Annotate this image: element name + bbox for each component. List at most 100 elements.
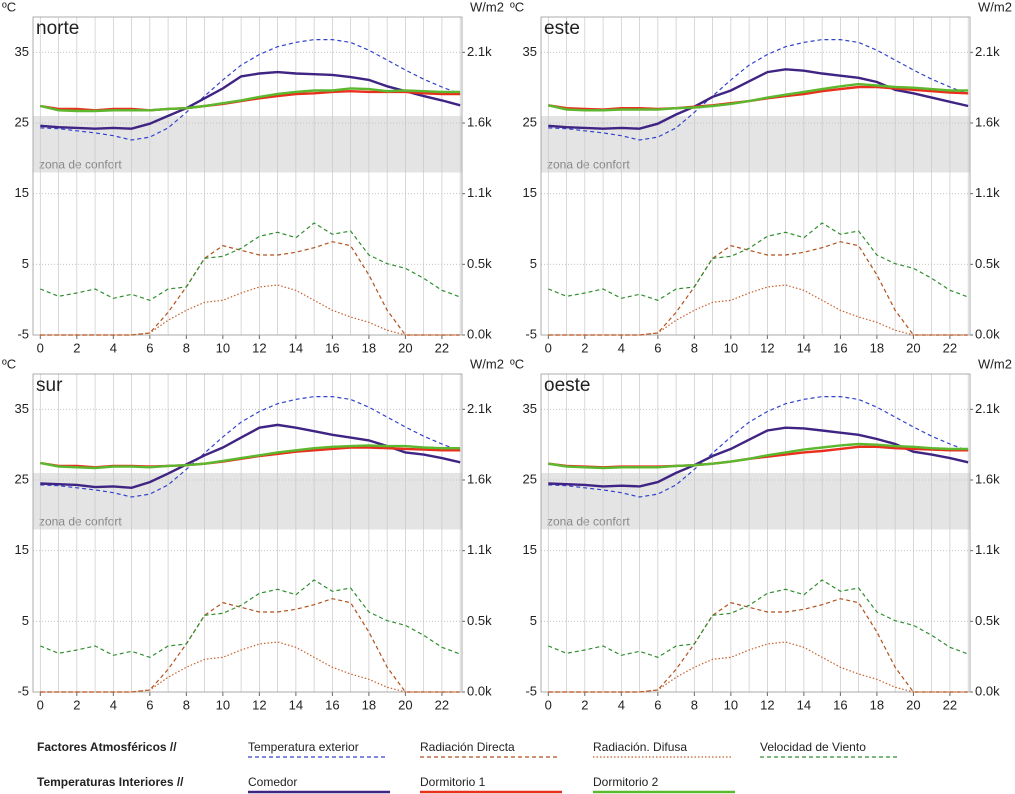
- x-tick-label: 2: [73, 340, 80, 355]
- series-line: [548, 442, 969, 470]
- x-tick-label: 10: [216, 697, 230, 712]
- chart-title: sur: [36, 375, 63, 396]
- series-line: [40, 284, 461, 336]
- y-tick-label: 35: [523, 44, 537, 59]
- x-tick-label: 12: [760, 697, 774, 712]
- x-tick-label: 12: [252, 697, 266, 712]
- x-tick-label: 4: [110, 340, 117, 355]
- y2-tick-label: 1.6k: [467, 114, 492, 129]
- x-tick-label: 8: [183, 697, 190, 712]
- legend-group-title: Factores Atmosféricos //: [37, 740, 177, 754]
- y-tick-label: 35: [15, 44, 29, 59]
- plot-frame: [32, 16, 463, 336]
- y2-tick-label: 0.0k: [975, 326, 1000, 341]
- legend-label: Temperatura exterior: [248, 740, 359, 754]
- y-axis-label: ºC: [510, 356, 524, 371]
- legend-group-title: Temperaturas Interiores //: [37, 775, 184, 789]
- legend-label: Comedor: [248, 775, 297, 789]
- y-tick-label: 5: [22, 613, 29, 628]
- x-tick-label: 6: [146, 340, 153, 355]
- y-tick-label: 25: [523, 114, 537, 129]
- chart-title: este: [544, 18, 580, 39]
- y2-tick-label: 2.1k: [975, 44, 1000, 59]
- series-line: [40, 87, 461, 113]
- series-line: [40, 641, 461, 693]
- y-tick-label: -5: [525, 683, 537, 698]
- y-tick-label: 15: [523, 542, 537, 557]
- y2-tick-label: 2.1k: [467, 44, 492, 59]
- x-tick-label: 6: [654, 697, 661, 712]
- y2-tick-label: 0.5k: [467, 613, 492, 628]
- x-tick-label: 22: [943, 697, 957, 712]
- series-line: [548, 579, 969, 658]
- series-line: [40, 222, 461, 301]
- y2-axis-label: W/m2: [978, 356, 1012, 371]
- x-tick-label: 14: [289, 340, 303, 355]
- y-tick-label: 25: [15, 471, 29, 486]
- y-tick-label: 5: [530, 613, 537, 628]
- x-tick-label: 20: [398, 697, 412, 712]
- y2-axis-label: W/m2: [470, 356, 504, 371]
- y-axis-label: ºC: [2, 356, 16, 371]
- series-line: [548, 641, 969, 693]
- series-line: [548, 222, 969, 301]
- y-axis-label: ºC: [510, 0, 524, 14]
- y2-tick-label: 1.6k: [975, 471, 1000, 486]
- comfort-zone-label: zona de confort: [39, 158, 122, 172]
- x-tick-label: 0: [545, 340, 552, 355]
- y2-tick-label: 0.0k: [975, 683, 1000, 698]
- comfort-zone: [33, 115, 462, 173]
- series-line: [548, 284, 969, 336]
- y-tick-label: -5: [525, 326, 537, 341]
- plot-frame: [540, 373, 971, 693]
- plot-frame: [32, 373, 463, 693]
- x-tick-label: 2: [581, 697, 588, 712]
- series-line: [548, 39, 969, 141]
- x-tick-label: 0: [37, 697, 44, 712]
- x-tick-label: 4: [110, 697, 117, 712]
- y-tick-label: 5: [22, 256, 29, 271]
- x-tick-label: 22: [435, 340, 449, 355]
- series-line: [40, 241, 461, 336]
- x-tick-label: 12: [760, 340, 774, 355]
- legend-label: Velocidad de Viento: [760, 740, 866, 754]
- x-tick-label: 10: [724, 340, 738, 355]
- x-tick-label: 2: [581, 340, 588, 355]
- chart-title: oeste: [544, 375, 590, 396]
- x-tick-label: 10: [216, 340, 230, 355]
- series-line: [548, 598, 969, 693]
- x-tick-label: 0: [37, 340, 44, 355]
- y2-tick-label: 0.0k: [467, 683, 492, 698]
- x-tick-label: 18: [870, 340, 884, 355]
- series-line: [548, 68, 969, 130]
- x-tick-label: 16: [833, 340, 847, 355]
- y2-tick-label: 0.0k: [467, 326, 492, 341]
- x-tick-label: 20: [398, 340, 412, 355]
- y2-tick-label: 0.5k: [467, 256, 492, 271]
- x-tick-label: 8: [691, 340, 698, 355]
- y-tick-label: 35: [523, 401, 537, 416]
- legend-label: Radiación Directa: [420, 740, 515, 754]
- y-tick-label: 35: [15, 401, 29, 416]
- plot-frame: [540, 16, 971, 336]
- comfort-zone-label: zona de confort: [547, 515, 630, 529]
- series-line: [548, 396, 969, 498]
- comfort-zone: [541, 115, 970, 173]
- legend-label: Dormitorio 2: [593, 775, 659, 789]
- x-tick-label: 18: [362, 697, 376, 712]
- legend-label: Dormitorio 1: [420, 775, 486, 789]
- x-tick-label: 12: [252, 340, 266, 355]
- chart-title: norte: [36, 18, 79, 39]
- x-tick-label: 20: [906, 697, 920, 712]
- x-tick-label: 22: [943, 340, 957, 355]
- y-axis-label: ºC: [2, 0, 16, 14]
- x-tick-label: 10: [724, 697, 738, 712]
- y2-tick-label: 1.6k: [975, 114, 1000, 129]
- y2-tick-label: 2.1k: [975, 401, 1000, 416]
- series-line: [40, 579, 461, 658]
- y2-axis-label: W/m2: [470, 0, 504, 14]
- x-tick-label: 16: [833, 697, 847, 712]
- series-line: [40, 39, 461, 141]
- y-tick-label: -5: [17, 326, 29, 341]
- y-tick-label: 15: [15, 542, 29, 557]
